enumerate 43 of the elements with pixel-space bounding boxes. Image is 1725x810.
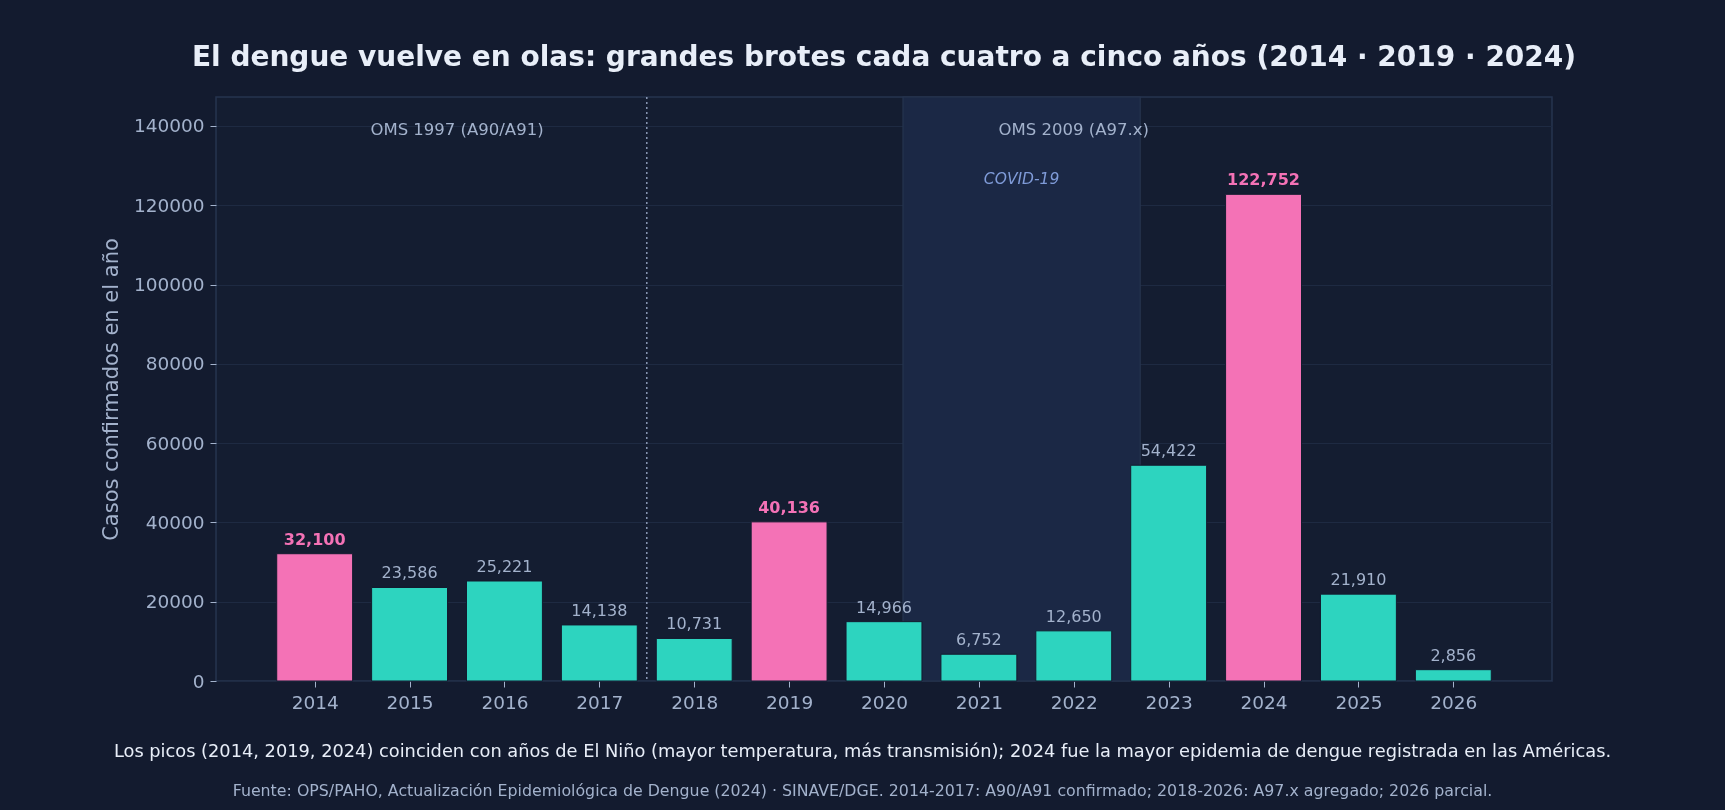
data-label: 14,138 [571, 600, 628, 620]
data-label: 40,136 [758, 497, 820, 517]
annotation: OMS 1997 (A90/A91) [370, 120, 544, 139]
x-tick-label: 2025 [1335, 691, 1383, 713]
y-tick-label: 20000 [145, 591, 205, 613]
data-label: 21,910 [1330, 570, 1387, 590]
annotation: OMS 2009 (A97.x) [998, 120, 1149, 139]
x-tick-label: 2026 [1430, 691, 1478, 713]
y-tick-label: 0 [192, 670, 205, 692]
y-tick-label: 40000 [145, 511, 205, 533]
x-tick-label: 2020 [860, 691, 909, 713]
source-note: Fuente: OPS/PAHO, Actualización Epidemiológica de Dengue (2024) · SINAVE/DGE. 2014-2017: A90/A91 confirmado; 2018-2026: A97.x agregado; 2026 parcial. [232, 781, 1493, 800]
y-tick-label: 100000 [133, 274, 205, 296]
x-tick-label: 2016 [481, 691, 529, 713]
y-tick-label: 140000 [133, 115, 205, 137]
y-tick-label: 60000 [145, 432, 205, 454]
data-label: 2,856 [1430, 645, 1477, 665]
data-label: 10,731 [666, 614, 723, 634]
x-tick-label: 2019 [766, 691, 814, 713]
x-tick-label: 2023 [1145, 691, 1193, 713]
x-tick-label: 2021 [955, 691, 1003, 713]
data-label: 14,966 [856, 597, 912, 617]
data-label: 122,752 [1227, 170, 1300, 190]
data-label: 6,752 [955, 630, 1002, 650]
data-label: 23,586 [381, 563, 438, 583]
data-label: 25,221 [476, 557, 533, 577]
x-tick-label: 2015 [386, 691, 434, 713]
x-tick-label: 2018 [671, 691, 719, 713]
y-tick-label: 80000 [145, 353, 205, 375]
data-label: 12,650 [1045, 606, 1102, 626]
x-tick-label: 2014 [291, 691, 339, 713]
bar [940, 653, 1018, 682]
band-label: COVID-19 [983, 170, 1060, 188]
y-axis-title: Casos confirmados en el año [98, 238, 123, 541]
chart-title: El dengue vuelve en olas: grandes brotes cada cuatro a cinco años (2014 · 2019 · 2024) [191, 40, 1577, 74]
x-tick-label: 2022 [1050, 691, 1098, 713]
text: Los picos (2014, 2019, 2024) coinciden con años de El Niño (mayor temperatura, más transmisión); 2024 fue la mayor epidemia de dengue registrada en las Américas. [113, 740, 1612, 761]
data-label: 32,100 [283, 529, 346, 549]
x-tick-label: 2024 [1240, 691, 1288, 713]
data-label: 54,422 [1140, 441, 1197, 461]
x-tick-label: 2017 [576, 691, 624, 713]
bar [1035, 630, 1113, 682]
y-tick-label: 120000 [133, 194, 205, 216]
